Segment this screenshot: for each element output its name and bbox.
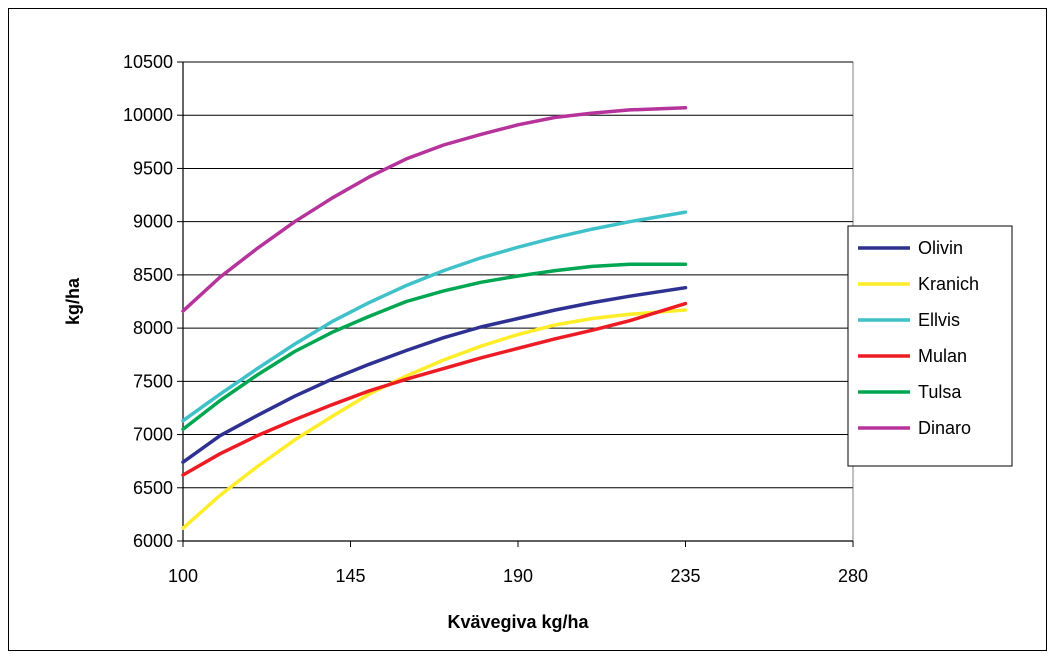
y-tick-label: 6500 bbox=[133, 478, 173, 498]
y-tick-labels: 6000 6500 7000 7500 8000 8500 9000 9500 10000 105… bbox=[123, 52, 173, 551]
legend-label-kranich: Kranich bbox=[918, 274, 979, 294]
y-tick-label: 10500 bbox=[123, 52, 173, 72]
legend-label-dinaro: Dinaro bbox=[918, 418, 971, 438]
legend-label-tulsa: Tulsa bbox=[918, 382, 962, 402]
y-tick-label: 9000 bbox=[133, 212, 173, 232]
x-tick-label: 100 bbox=[168, 566, 198, 586]
legend-label-mulan: Mulan bbox=[918, 346, 967, 366]
series-line-tulsa bbox=[181, 262, 688, 431]
y-tick-label: 8000 bbox=[133, 318, 173, 338]
y-tick-label: 7000 bbox=[133, 425, 173, 445]
y-tick-label: 6000 bbox=[133, 531, 173, 551]
y-tick-label: 10000 bbox=[123, 105, 173, 125]
plot-area bbox=[182, 61, 854, 542]
legend-label-ellvis: Ellvis bbox=[918, 310, 960, 330]
legend-label-olivin: Olivin bbox=[918, 238, 963, 258]
x-tick-label: 235 bbox=[670, 566, 700, 586]
series-line-dinaro bbox=[181, 106, 688, 313]
series-line-olivin bbox=[181, 285, 688, 464]
series-line-mulan bbox=[181, 301, 688, 477]
x-tick-labels: 100 145 190 235 280 bbox=[168, 566, 868, 586]
series-line-ellvis bbox=[181, 210, 688, 423]
legend: Olivin Kranich Ellvis Mulan Tulsa Dinaro bbox=[847, 225, 1013, 467]
x-tick-label: 190 bbox=[503, 566, 533, 586]
x-axis-title: Kvävegiva kg/ha bbox=[447, 612, 589, 632]
series-line-kranich bbox=[181, 308, 688, 530]
series-lines bbox=[181, 106, 688, 530]
y-tick-label: 9500 bbox=[133, 158, 173, 178]
x-tick-label: 280 bbox=[838, 566, 868, 586]
y-tick-label: 8500 bbox=[133, 265, 173, 285]
y-axis-title: kg/ha bbox=[63, 277, 83, 325]
y-tick-label: 7500 bbox=[133, 371, 173, 391]
x-tick-label: 145 bbox=[335, 566, 365, 586]
legend-box bbox=[847, 225, 1013, 467]
